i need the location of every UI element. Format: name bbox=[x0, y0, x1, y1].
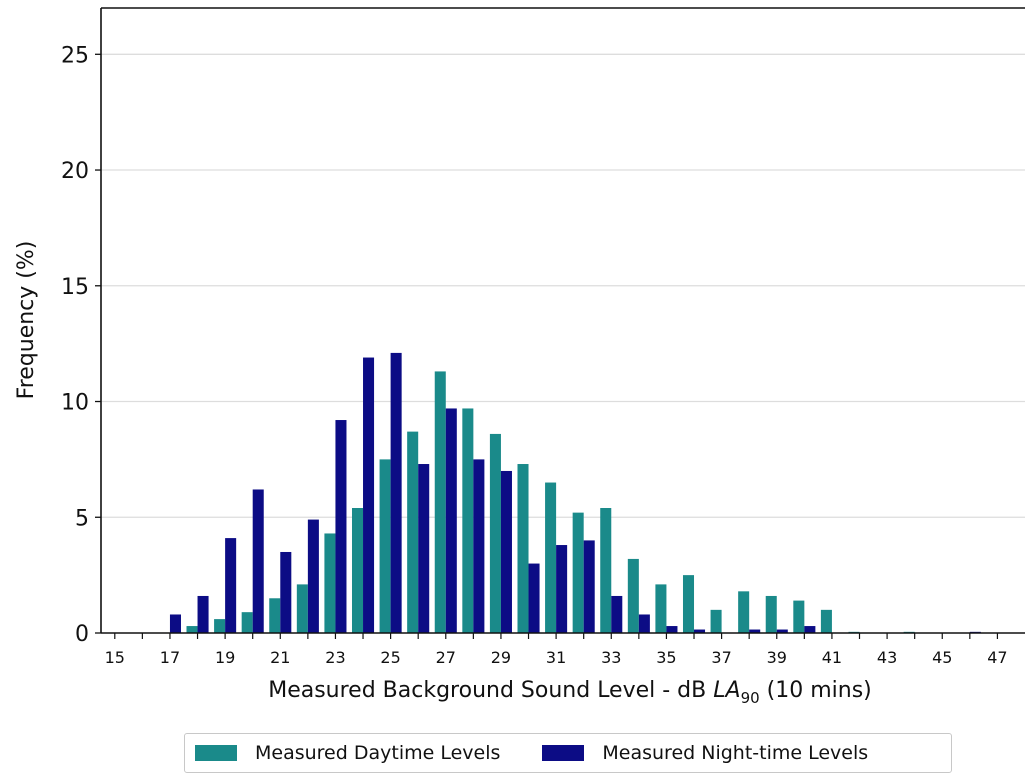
grid-lines bbox=[101, 53, 1025, 518]
bar-daytime bbox=[627, 558, 639, 633]
x-axis-label-suffix: (10 mins) bbox=[760, 678, 872, 703]
y-tick-label: 15 bbox=[61, 275, 89, 300]
bar-daytime bbox=[324, 533, 336, 633]
bar-nighttime bbox=[363, 357, 375, 633]
x-tick-label: 45 bbox=[932, 648, 952, 667]
bar-nighttime bbox=[500, 470, 512, 633]
y-tick-label: 20 bbox=[61, 159, 89, 184]
bar-daytime bbox=[655, 584, 667, 633]
bar-nighttime bbox=[252, 489, 264, 633]
x-tick-label: 37 bbox=[711, 648, 731, 667]
x-axis-label-prefix: Measured Background Sound Level - dB bbox=[268, 678, 713, 703]
y-axis-label: Frequency (%) bbox=[14, 241, 39, 400]
bar-nighttime bbox=[556, 545, 568, 633]
bar-nighttime bbox=[749, 629, 761, 633]
bar-nighttime bbox=[390, 352, 402, 633]
bar-daytime bbox=[214, 619, 226, 633]
bar-daytime bbox=[820, 609, 832, 633]
legend-swatch-daytime bbox=[195, 745, 237, 761]
bar-daytime bbox=[434, 371, 446, 633]
bar-nighttime bbox=[418, 464, 430, 633]
bar-nighttime bbox=[638, 614, 650, 633]
bar-daytime bbox=[710, 609, 722, 633]
legend-item-nighttime: Measured Night-time Levels bbox=[542, 742, 868, 764]
bar-nighttime bbox=[611, 595, 623, 633]
x-tick-label: 31 bbox=[546, 648, 566, 667]
x-tick-label: 17 bbox=[160, 648, 180, 667]
x-tick-label: 39 bbox=[767, 648, 787, 667]
bar-daytime bbox=[351, 508, 364, 633]
chart: 0 5 10 15 20 25 15 17 19 21 23 25 27 29 31 33 35 37 39 41 4… bbox=[14, 7, 1025, 707]
x-tick-label: 47 bbox=[987, 648, 1007, 667]
bar-daytime bbox=[489, 433, 501, 633]
x-tick-label: 15 bbox=[105, 648, 125, 667]
bar-daytime bbox=[462, 408, 474, 633]
x-tick-label: 35 bbox=[656, 648, 676, 667]
bar-nighttime bbox=[528, 563, 540, 633]
axes bbox=[100, 7, 1025, 634]
x-tick-label: 29 bbox=[491, 648, 511, 667]
bar-nighttime bbox=[804, 626, 816, 633]
bar-nighttime bbox=[776, 629, 788, 633]
x-axis-label-italic: LA bbox=[713, 678, 740, 703]
bar-daytime bbox=[738, 591, 750, 633]
bar-daytime bbox=[186, 626, 198, 633]
x-tick-label: 23 bbox=[325, 648, 345, 667]
bar-daytime bbox=[296, 584, 308, 633]
x-axis-label-subscript: 90 bbox=[741, 689, 760, 707]
x-tick-label: 27 bbox=[436, 648, 456, 667]
bar-nighttime bbox=[307, 519, 319, 633]
y-tick-label: 0 bbox=[75, 622, 89, 647]
x-tick-label: 25 bbox=[380, 648, 400, 667]
bar-daytime bbox=[793, 600, 805, 633]
bar-nighttime bbox=[335, 420, 347, 633]
y-axis-ticks: 0 5 10 15 20 25 bbox=[61, 43, 101, 647]
x-tick-label: 41 bbox=[822, 648, 842, 667]
legend-item-daytime: Measured Daytime Levels bbox=[195, 742, 500, 764]
bar-nighttime bbox=[666, 626, 678, 633]
x-tick-label: 19 bbox=[215, 648, 235, 667]
y-tick-label: 25 bbox=[61, 43, 89, 68]
x-tick-label: 21 bbox=[270, 648, 290, 667]
legend-label-daytime: Measured Daytime Levels bbox=[255, 742, 501, 764]
x-axis-label: Measured Background Sound Level - dB LA9… bbox=[268, 678, 872, 707]
bar-daytime bbox=[241, 612, 253, 633]
bar-nighttime bbox=[169, 614, 181, 633]
bar-nighttime bbox=[473, 459, 485, 633]
bar-daytime bbox=[407, 431, 419, 633]
bar-daytime bbox=[545, 482, 557, 633]
bar-daytime bbox=[517, 464, 529, 633]
y-tick-label: 5 bbox=[75, 506, 89, 531]
bar-nighttime bbox=[694, 629, 706, 633]
bar-nighttime bbox=[197, 595, 209, 633]
bar-nighttime bbox=[225, 538, 237, 633]
x-tick-label: 43 bbox=[877, 648, 897, 667]
x-tick-label: 33 bbox=[601, 648, 621, 667]
x-axis-ticks: 15 17 19 21 23 25 27 29 31 33 35 37 39 41 43 45 47 bbox=[105, 633, 1008, 667]
bar-nighttime bbox=[445, 408, 457, 633]
bar-daytime bbox=[682, 575, 695, 633]
legend-swatch-nighttime bbox=[542, 745, 585, 761]
bar-nighttime bbox=[583, 540, 595, 633]
bar-daytime bbox=[572, 512, 584, 633]
legend-label-nighttime: Measured Night-time Levels bbox=[602, 742, 869, 764]
y-tick-label: 10 bbox=[61, 391, 89, 416]
bar-daytime bbox=[379, 459, 391, 633]
bar-daytime bbox=[765, 595, 777, 633]
bar-nighttime bbox=[280, 551, 292, 633]
bars bbox=[169, 352, 981, 633]
bar-daytime bbox=[600, 508, 612, 633]
bar-daytime bbox=[269, 598, 281, 633]
legend: Measured Daytime Levels Measured Night-t… bbox=[184, 733, 952, 773]
